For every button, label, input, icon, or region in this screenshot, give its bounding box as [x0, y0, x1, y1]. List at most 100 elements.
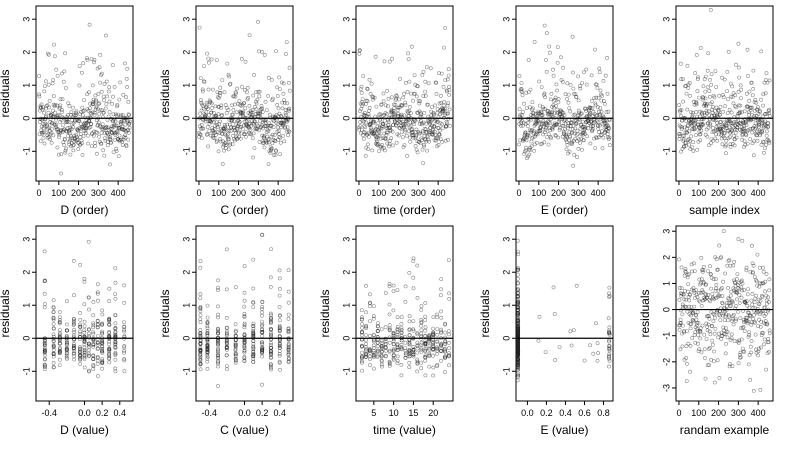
x-tick-label: 0.2: [256, 408, 269, 418]
data-point: [561, 80, 565, 84]
data-point: [375, 321, 380, 326]
data-point: [754, 100, 759, 105]
data-point: [387, 59, 392, 64]
data-point: [715, 138, 720, 143]
data-point: [395, 354, 400, 359]
data-point: [205, 51, 210, 56]
data-point: [737, 111, 742, 116]
data-point: [113, 346, 118, 351]
data-point: [721, 95, 726, 100]
data-point: [579, 112, 583, 117]
data-point: [376, 129, 381, 134]
data-point: [82, 348, 87, 352]
data-point: [415, 150, 420, 155]
data-point: [100, 358, 105, 363]
data-point: [700, 111, 705, 116]
data-point: [726, 97, 730, 102]
data-point: [96, 107, 100, 112]
data-point: [721, 229, 726, 234]
data-point: [62, 143, 66, 147]
data-point: [277, 293, 282, 298]
data-point: [585, 134, 590, 139]
data-point: [589, 98, 594, 103]
data-point: [202, 80, 207, 84]
data-point: [597, 70, 602, 75]
data-point: [50, 81, 55, 86]
data-point: [90, 110, 95, 115]
data-point: [71, 105, 75, 110]
data-point: [243, 106, 248, 111]
data-point: [100, 340, 105, 345]
data-point: [286, 300, 291, 305]
data-point: [51, 310, 56, 315]
data-point: [702, 115, 706, 120]
data-point: [244, 90, 249, 95]
data-point: [446, 101, 451, 106]
data-point: [549, 92, 554, 96]
data-point: [738, 109, 742, 114]
data-point: [71, 148, 76, 153]
data-point: [107, 137, 112, 141]
y-axis-label: residuals: [318, 289, 332, 337]
data-point: [595, 341, 600, 346]
data-point: [533, 134, 537, 139]
data-point: [100, 71, 104, 76]
data-point: [120, 124, 125, 129]
data-point: [282, 100, 287, 105]
data-point: [371, 304, 376, 309]
data-point: [382, 148, 387, 153]
data-point: [394, 93, 399, 98]
data-point: [205, 315, 210, 320]
data-point: [573, 136, 578, 141]
data-point: [386, 119, 391, 124]
data-point: [698, 132, 703, 137]
data-point: [63, 148, 68, 153]
data-point: [198, 76, 203, 81]
data-point: [685, 107, 690, 112]
data-point: [98, 53, 103, 57]
data-point: [94, 99, 99, 104]
data-point: [368, 363, 372, 368]
data-point: [443, 111, 448, 116]
data-point: [272, 138, 277, 143]
y-axis-label: residuals: [638, 289, 652, 337]
data-point: [204, 110, 209, 115]
data-point: [419, 307, 424, 312]
data-point: [399, 338, 404, 343]
data-point: [84, 125, 89, 130]
data-point: [744, 120, 748, 125]
y-tick-label: 2: [501, 50, 511, 55]
data-point: [695, 147, 700, 152]
data-point: [277, 276, 282, 281]
data-point: [600, 93, 605, 98]
data-point: [102, 98, 107, 103]
data-point: [42, 362, 47, 367]
data-point: [218, 85, 223, 90]
data-point: [224, 364, 229, 369]
points: [359, 256, 452, 378]
data-point: [764, 142, 769, 147]
data-point: [209, 101, 214, 106]
data-point: [210, 87, 215, 92]
data-point: [48, 137, 53, 142]
data-point: [96, 298, 100, 303]
data-point: [92, 57, 97, 62]
data-point: [384, 112, 389, 117]
data-point: [56, 152, 61, 157]
y-tick-label: 2: [21, 50, 31, 55]
data-point: [590, 106, 595, 111]
data-point: [122, 369, 127, 374]
data-point: [373, 114, 378, 119]
data-point: [421, 142, 426, 147]
data-point: [206, 56, 211, 61]
data-point: [718, 112, 722, 117]
data-point: [82, 324, 87, 329]
data-point: [580, 119, 585, 124]
data-point: [571, 163, 576, 168]
data-point: [763, 146, 767, 151]
data-point: [92, 112, 97, 117]
data-point: [363, 125, 368, 130]
data-point: [261, 120, 266, 125]
data-point: [548, 121, 553, 126]
data-point: [589, 73, 594, 78]
